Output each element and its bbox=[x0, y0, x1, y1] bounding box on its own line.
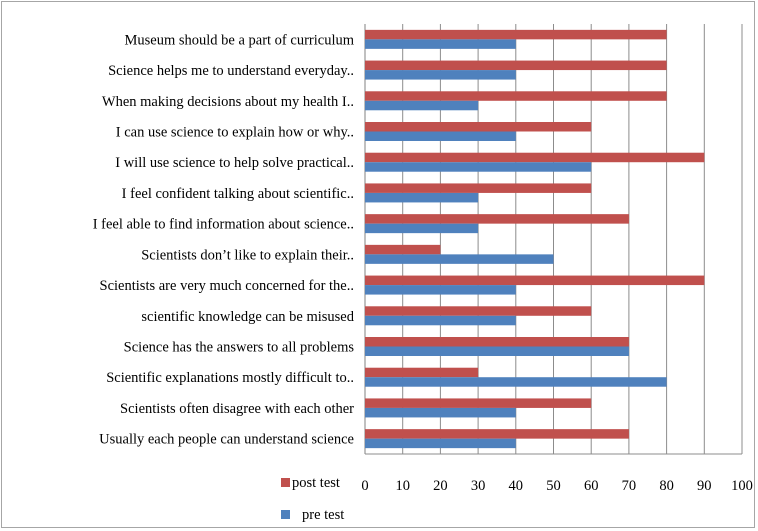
pre-test-bar bbox=[365, 346, 629, 356]
category-label: I can use science to explain how or why.… bbox=[116, 125, 354, 141]
pre-test-bar bbox=[365, 162, 592, 172]
post-test-bar bbox=[365, 60, 667, 71]
category-label: Scientists often disagree with each othe… bbox=[120, 401, 354, 417]
post-test-bar bbox=[365, 337, 629, 347]
category-label: Scientific explanations mostly difficult… bbox=[106, 370, 354, 386]
legend-label-pre-test: pre test bbox=[302, 507, 344, 523]
pre-test-bar bbox=[365, 39, 516, 49]
post-test-bar bbox=[365, 429, 629, 439]
x-tick-label: 60 bbox=[584, 478, 599, 494]
category-label: I feel able to find information about sc… bbox=[93, 217, 354, 233]
category-labels: Museum should be a part of curriculum Sci… bbox=[93, 32, 355, 447]
pre-test-bar bbox=[365, 100, 479, 111]
category-label: Usually each people can understand scien… bbox=[99, 432, 354, 448]
post-test-bar bbox=[365, 244, 441, 255]
x-tick-label: 80 bbox=[659, 478, 674, 494]
pre-test-bar bbox=[365, 70, 516, 80]
pre-test-bar bbox=[365, 285, 516, 295]
legend-label-post-test: post test bbox=[292, 475, 340, 491]
legend-swatch-post-test bbox=[281, 478, 290, 487]
x-tick-label: 40 bbox=[509, 478, 524, 494]
pre-test-bar bbox=[365, 192, 479, 203]
category-label: Museum should be a part of curriculum bbox=[124, 32, 354, 48]
category-label: I feel confident talking about scientifi… bbox=[122, 186, 354, 202]
category-label: Science has the answers to all problems bbox=[124, 340, 355, 356]
category-label: Scientists don’t like to explain their.. bbox=[141, 247, 354, 263]
pre-test-bar bbox=[365, 315, 516, 326]
post-test-bar bbox=[365, 29, 667, 40]
x-tick-labels: 0 10 20 30 40 50 60 70 80 90 100 bbox=[361, 478, 753, 494]
category-label: Scientists are very much concerned for t… bbox=[100, 278, 354, 294]
category-label: I will use science to help solve practic… bbox=[115, 155, 354, 171]
x-tick-label: 100 bbox=[731, 478, 753, 494]
post-test-bar bbox=[365, 398, 592, 408]
pre-test-bar bbox=[365, 254, 554, 264]
x-tick-label: 0 bbox=[361, 478, 368, 494]
legend-swatch-pre-test bbox=[281, 510, 290, 519]
category-label: When making decisions about my health I.… bbox=[102, 94, 354, 110]
bars bbox=[365, 29, 705, 449]
pre-test-bar bbox=[365, 438, 516, 449]
x-tick-label: 30 bbox=[471, 478, 486, 494]
pre-test-bar bbox=[365, 223, 479, 234]
post-test-bar bbox=[365, 214, 629, 224]
category-label: scientific knowledge can be misused bbox=[141, 309, 354, 325]
gridlines bbox=[364, 24, 743, 455]
post-test-bar bbox=[365, 367, 479, 378]
x-tick-label: 50 bbox=[546, 478, 561, 494]
post-test-bar bbox=[365, 275, 705, 286]
pre-test-bar bbox=[365, 131, 516, 141]
post-test-bar bbox=[365, 306, 592, 316]
x-tick-label: 20 bbox=[433, 478, 448, 494]
post-test-bar bbox=[365, 122, 592, 132]
x-tick-label: 70 bbox=[622, 478, 637, 494]
legend: post test pre test bbox=[281, 475, 344, 523]
x-tick-label: 90 bbox=[697, 478, 712, 494]
post-test-bar bbox=[365, 152, 705, 163]
pre-test-bar bbox=[365, 377, 667, 387]
x-tick-label: 10 bbox=[395, 478, 410, 494]
pre-test-bar bbox=[365, 407, 516, 418]
post-test-bar bbox=[365, 91, 667, 101]
category-label: Science helps me to understand everyday.… bbox=[108, 63, 354, 79]
post-test-bar bbox=[365, 183, 592, 193]
